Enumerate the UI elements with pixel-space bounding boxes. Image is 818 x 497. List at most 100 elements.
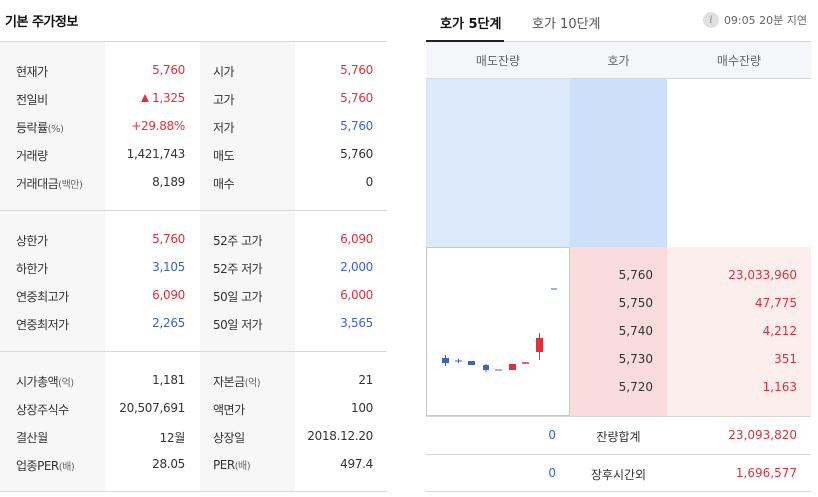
field-label-text: 고가 [213,93,235,107]
field-label: 업종PER(배) [16,457,75,474]
field-label-text: PER [213,458,235,472]
bid-price-cell[interactable]: 5,720 [618,380,653,394]
label-column-bg [200,211,295,351]
field-value: 20,507,691 [119,401,185,415]
field-label: 현재가 [16,63,48,80]
field-value-text: 5,760 [152,63,185,77]
title-divider [0,41,387,42]
block-divider [0,351,387,352]
tab-10-level[interactable]: 호가 10단계 [532,17,601,32]
bid-price-cell[interactable]: 5,750 [618,296,653,310]
field-label: 상장주식수 [16,401,69,418]
field-label-text: 상장주식수 [16,403,69,417]
bid-qty-cell: 47,775 [755,296,797,310]
field-label-text: 거래대금 [16,177,59,191]
ask-qty-area [426,79,570,247]
field-unit: (배) [234,461,251,472]
panel-title: 기본 주가정보 [5,15,78,30]
field-unit: (백만) [58,180,83,191]
field-label: 액면가 [213,401,245,418]
field-label-text: 하한가 [16,262,48,276]
field-label-text: 거래량 [16,149,48,163]
delay-info: i 09:05 20분 지연 [702,12,807,28]
col-header-bid-qty: 매수잔량 [667,42,811,78]
candle [509,364,516,370]
field-label-text: 50일 고가 [213,290,263,304]
field-label-text: 상장일 [213,431,245,445]
field-value: 5,760 [340,63,373,77]
summary-label: 잔량합계 [596,430,641,444]
mini-candle-chart[interactable] [426,247,570,416]
candle [468,361,475,365]
bid-price-cell[interactable]: 5,760 [618,268,653,282]
field-label-text: 연중최고가 [16,290,69,304]
field-value: +29.88% [131,119,185,133]
field-label: 상한가 [16,232,48,249]
summary-label: 장후시간외 [590,468,647,482]
bid-price-area [570,247,667,416]
field-value-text: 1,325 [152,91,185,105]
field-label: 자본금(억) [213,373,261,390]
field-unit: (억) [244,378,261,389]
field-value: 6,090 [340,232,373,246]
up-arrow-icon [141,94,150,102]
bid-qty-cell: 351 [774,352,797,366]
summary-bid-value: 23,093,820 [728,428,797,442]
field-label-text: 상한가 [16,234,48,248]
field-label: 연중최고가 [16,288,69,305]
summary-ask-value: 0 [548,466,556,480]
field-value: 2,000 [340,260,373,274]
field-label: 시가 [213,63,235,80]
field-label: 상장일 [213,429,245,446]
bid-price-cell[interactable]: 5,730 [618,352,653,366]
field-label: 52주 고가 [213,232,263,249]
field-label: 52주 저가 [213,260,263,277]
tab-5-level[interactable]: 호가 5단계 [440,17,502,32]
bottom-divider [426,491,811,492]
bid-qty-cell: 23,033,960 [728,268,797,282]
label-column-bg [200,352,295,491]
field-value-text: 5,760 [152,232,185,246]
field-label: 거래대금(백만) [16,175,83,192]
field-value: 3,565 [340,316,373,330]
field-label: 등락률(%) [16,119,64,136]
field-value-text: 3,105 [152,260,185,274]
field-label-text: 52주 고가 [213,234,263,248]
field-value: 28.05 [152,457,185,471]
field-value-text: 20,507,691 [119,401,185,415]
field-value: 5,760 [340,147,373,161]
field-label-text: 등락률 [16,121,48,135]
field-label: 매수 [213,175,235,192]
summary-ask-value: 0 [548,428,556,442]
summary-divider [426,454,811,455]
col-header-price: 호가 [570,42,667,78]
field-label: 매도 [213,147,235,164]
field-label: PER(배) [213,457,251,472]
col-header-ask-qty: 매도잔량 [426,42,570,78]
block-divider [0,210,387,211]
field-value: 5,760 [152,63,185,77]
ask-empty-area [667,79,811,247]
label-column-bg [0,352,105,491]
label-column-bg [0,211,105,351]
summary-row: 0 장후시간외 1,696,577 [426,455,811,492]
field-label: 거래량 [16,147,48,164]
field-value: 0 [365,175,374,189]
info-icon[interactable]: i [702,12,719,28]
field-value-text: 1,421,743 [126,147,186,161]
field-label: 저가 [213,119,235,136]
field-label-text: 자본금 [213,375,245,389]
field-value: 5,760 [340,91,373,105]
field-label-text: 50일 저가 [213,318,263,332]
field-value: 1,421,743 [126,147,186,161]
field-value: 2018.12.20 [307,429,373,443]
active-tab-indicator [426,40,504,42]
label-column-bg [0,42,105,210]
field-label-text: 시가 [213,65,235,79]
delay-text: 09:05 20분 지연 [723,14,807,27]
field-unit: (배) [58,462,75,473]
field-value: 1,325 [141,91,185,105]
field-label: 50일 저가 [213,316,263,333]
bid-price-cell[interactable]: 5,740 [618,324,653,338]
bid-qty-area [667,247,811,416]
